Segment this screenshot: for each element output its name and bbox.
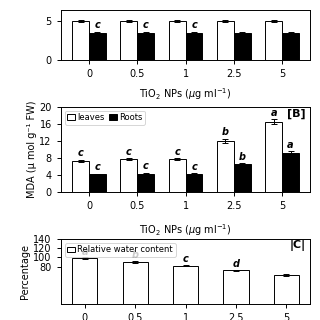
Text: [B]: [B] <box>287 108 305 119</box>
Text: a: a <box>270 108 277 118</box>
Text: c: c <box>78 148 84 158</box>
Bar <box>137 33 154 60</box>
Text: c: c <box>95 20 100 30</box>
Text: TiO$_2$ NPs ($\mu$g ml$^{-1}$): TiO$_2$ NPs ($\mu$g ml$^{-1}$) <box>140 86 232 102</box>
Bar <box>282 33 299 60</box>
Bar <box>282 153 299 192</box>
Bar <box>186 33 203 60</box>
Bar <box>173 266 198 304</box>
Text: c: c <box>143 162 149 172</box>
Text: d: d <box>233 259 240 269</box>
Text: TiO$_2$ NPs ($\mu$g ml$^{-1}$): TiO$_2$ NPs ($\mu$g ml$^{-1}$) <box>140 222 232 237</box>
Text: c: c <box>95 162 100 172</box>
Bar <box>120 159 137 192</box>
Bar <box>186 174 203 192</box>
Bar <box>169 159 186 192</box>
Bar <box>274 275 299 304</box>
Bar <box>137 173 154 192</box>
Bar <box>72 161 89 192</box>
Text: a: a <box>81 247 88 257</box>
Text: |C|: |C| <box>289 240 305 251</box>
Legend: Relative water content: Relative water content <box>65 243 176 257</box>
Text: b: b <box>239 152 246 162</box>
Bar <box>120 21 137 60</box>
Text: c: c <box>191 162 197 172</box>
Bar <box>72 258 97 304</box>
Text: c: c <box>143 20 149 30</box>
Text: b: b <box>132 250 139 260</box>
Bar <box>89 33 106 60</box>
Y-axis label: MDA (μ mol g⁻¹ FW): MDA (μ mol g⁻¹ FW) <box>27 100 36 198</box>
Text: c: c <box>174 147 180 156</box>
Legend: leaves, Roots: leaves, Roots <box>65 111 145 125</box>
Bar <box>72 21 89 60</box>
Text: c: c <box>183 254 188 264</box>
Bar <box>89 174 106 192</box>
Bar <box>265 21 282 60</box>
Bar <box>217 21 234 60</box>
Bar <box>223 270 249 304</box>
Bar <box>265 122 282 192</box>
Text: a: a <box>287 140 294 150</box>
Y-axis label: Percentage: Percentage <box>20 244 30 299</box>
Text: c: c <box>191 20 197 30</box>
Bar <box>123 262 148 304</box>
Bar <box>234 164 251 192</box>
Text: b: b <box>222 127 229 137</box>
Text: c: c <box>126 147 132 156</box>
Bar <box>217 141 234 192</box>
Bar <box>234 33 251 60</box>
Bar <box>169 21 186 60</box>
